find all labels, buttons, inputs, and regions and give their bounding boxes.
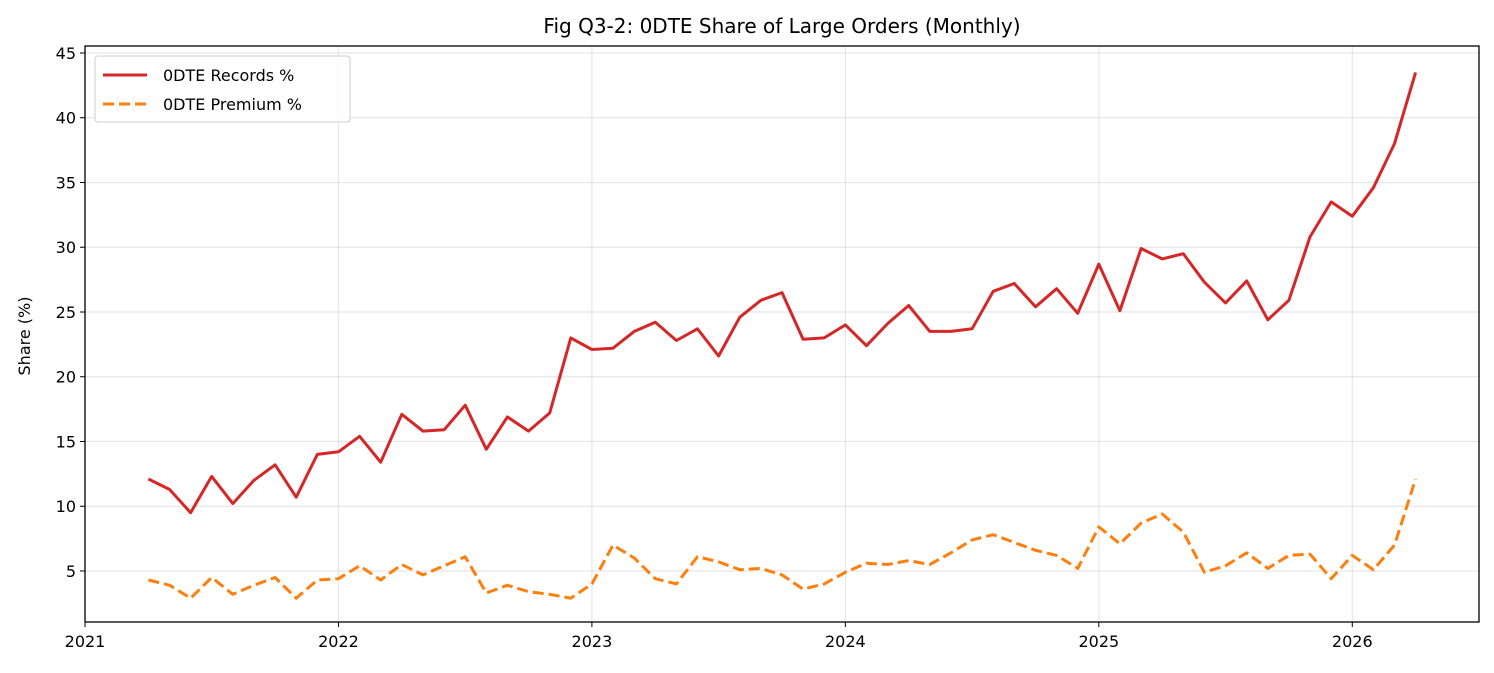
y-tick-label: 15 bbox=[56, 432, 76, 451]
plot-frame bbox=[84, 45, 1480, 623]
legend-box bbox=[94, 55, 351, 123]
grid bbox=[84, 46, 1479, 622]
x-tick-label: 2025 bbox=[1078, 632, 1119, 651]
x-axis: 2021 2022 2023 2024 2025 2026 bbox=[65, 622, 1373, 651]
premium-line bbox=[148, 478, 1418, 600]
y-tick-label: 45 bbox=[56, 44, 76, 63]
y-tick-label: 30 bbox=[56, 238, 76, 257]
y-axis-label: Share (%) bbox=[15, 297, 34, 376]
x-tick-label: 2022 bbox=[318, 632, 359, 651]
x-tick-label: 2021 bbox=[65, 632, 106, 651]
y-tick-label: 40 bbox=[56, 109, 76, 128]
y-tick-label: 35 bbox=[56, 173, 76, 192]
records-line bbox=[147, 71, 1418, 515]
y-axis: 5 10 15 20 25 30 35 40 45 bbox=[56, 44, 85, 581]
x-tick-label: 2024 bbox=[825, 632, 866, 651]
y-tick-label: 10 bbox=[56, 497, 76, 516]
y-tick-label: 25 bbox=[56, 303, 76, 322]
chart-title: Fig Q3-2: 0DTE Share of Large Orders (Mo… bbox=[543, 14, 1020, 38]
x-tick-label: 2023 bbox=[572, 632, 613, 651]
legend-label-premium: 0DTE Premium % bbox=[163, 95, 302, 114]
y-tick-label: 5 bbox=[66, 562, 76, 581]
series-lines bbox=[147, 71, 1418, 600]
legend-label-records: 0DTE Records % bbox=[163, 66, 294, 85]
y-tick-label: 20 bbox=[56, 368, 76, 387]
x-tick-label: 2026 bbox=[1332, 632, 1373, 651]
legend: 0DTE Records % 0DTE Premium % bbox=[94, 55, 351, 123]
